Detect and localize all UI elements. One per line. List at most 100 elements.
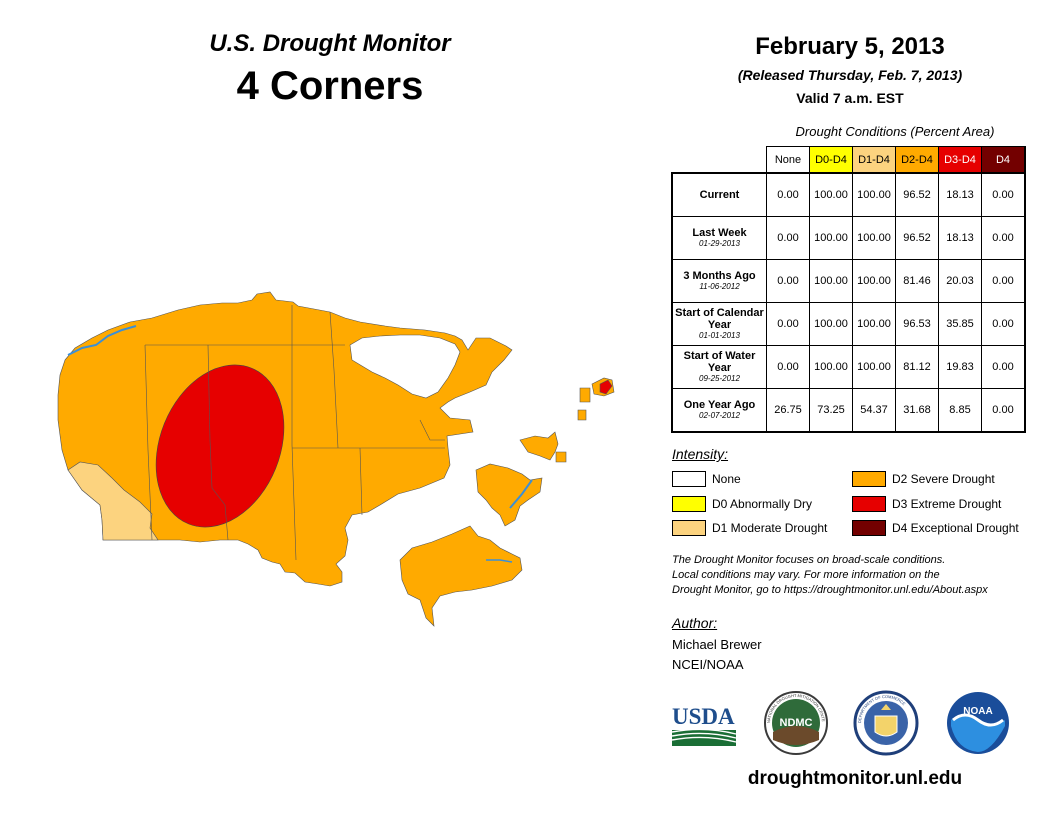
table-cell: 96.52	[895, 172, 939, 217]
col-header: D2-D4	[895, 146, 939, 174]
map-island-small-2	[577, 409, 587, 421]
table-cell: 31.68	[895, 388, 939, 433]
usda-logo-stripes	[671, 728, 737, 743]
seal-eagle	[881, 704, 891, 710]
table-cell: 54.37	[852, 388, 896, 433]
row-label: Start of Water Year 09-25-2012	[671, 345, 767, 389]
table-cell: 0.00	[766, 302, 810, 346]
map-island-small-3	[579, 387, 591, 403]
col-header: D4	[981, 146, 1026, 174]
seal-shield	[874, 715, 898, 737]
map-river-south	[486, 559, 513, 563]
boundary-lines	[144, 305, 445, 561]
table-cell: 0.00	[981, 388, 1026, 433]
col-header: D3-D4	[938, 146, 982, 174]
table-cell: 0.00	[766, 345, 810, 389]
table-cell: 100.00	[852, 345, 896, 389]
table-cell: 18.13	[938, 172, 982, 217]
table-cell: 18.13	[938, 216, 982, 260]
website-link[interactable]: droughtmonitor.unl.edu	[747, 768, 963, 789]
table-cell: 81.46	[895, 259, 939, 303]
legend-swatch	[672, 496, 706, 512]
table-cell: 100.00	[852, 216, 896, 260]
col-header: D1-D4	[852, 146, 896, 174]
legend-label: None	[712, 472, 741, 486]
legend-swatch	[852, 520, 886, 536]
legend-swatch	[852, 496, 886, 512]
usda-logo-text: USDA	[672, 704, 735, 729]
map-region-d3-ne	[599, 379, 613, 395]
legend-item: D4 Exceptional Drought	[852, 519, 1019, 537]
legend-label: D4 Exceptional Drought	[892, 521, 1019, 535]
valid-time: Valid 7 a.m. EST	[796, 90, 904, 106]
author-org: NCEI/NOAA	[672, 657, 744, 672]
table-cell: 0.00	[766, 172, 810, 217]
table-cell: 100.00	[809, 216, 853, 260]
table-cell: 0.00	[981, 259, 1026, 303]
row-label: Last Week 01-29-2013	[671, 216, 767, 260]
note-line: Local conditions may vary. For more info…	[672, 569, 940, 581]
release-date: (Released Thursday, Feb. 7, 2013)	[737, 67, 963, 83]
col-header: D0-D4	[809, 146, 853, 174]
legend-label: D2 Severe Drought	[892, 472, 995, 486]
noaa-logo: NOAA	[947, 692, 1009, 754]
row-date: 09-25-2012	[699, 374, 740, 383]
legend-label: D3 Extreme Drought	[892, 497, 1002, 511]
legend-item: None	[672, 470, 741, 488]
map-island-east-2	[519, 431, 559, 461]
table-cell: 19.83	[938, 345, 982, 389]
table-row: 3 Months Ago 11-06-2012 0.00 100.00 100.0…	[671, 259, 1026, 303]
legend-item: D2 Severe Drought	[852, 470, 995, 488]
author-title: Author:	[672, 615, 718, 631]
table-cell: 96.53	[895, 302, 939, 346]
table-cell: 35.85	[938, 302, 982, 346]
legend-item: D0 Abnormally Dry	[672, 495, 812, 513]
table-row: Last Week 01-29-2013 0.00 100.00 100.00 9…	[671, 216, 1026, 260]
ndmc-logo: NATIONAL DROUGHT MITIGATION CENTER NDMC	[763, 690, 828, 755]
table-cell: 96.52	[895, 216, 939, 260]
river-line	[67, 325, 137, 356]
table-cell: 73.25	[809, 388, 853, 433]
table-cell: 0.00	[766, 216, 810, 260]
table-row: Start of Calendar Year 01-01-2013 0.00 10…	[671, 302, 1026, 346]
map-date: February 5, 2013	[755, 33, 945, 60]
noaa-logo-text: NOAA	[963, 706, 992, 717]
disclaimer-note: The Drought Monitor focuses on broad-sca…	[672, 553, 1052, 598]
legend-swatch	[672, 471, 706, 487]
table-cell: 0.00	[981, 216, 1026, 260]
drought-stats-table: None D0-D4 D1-D4 D2-D4 D3-D4 D4 Current …	[671, 146, 1026, 433]
map-island-small-1	[555, 451, 567, 463]
table-cell: 100.00	[852, 302, 896, 346]
table-cell: 8.85	[938, 388, 982, 433]
commerce-seal-logo: DEPARTMENT OF COMMERCE	[853, 690, 919, 756]
table-cell: 0.00	[766, 259, 810, 303]
table-cell: 81.12	[895, 345, 939, 389]
map-island-east-1	[475, 463, 543, 527]
row-label: Current	[671, 172, 767, 217]
map-region-none	[349, 334, 461, 399]
usda-logo: USDA	[671, 704, 737, 746]
row-label: Start of Calendar Year 01-01-2013	[671, 302, 767, 346]
table-row: Start of Water Year 09-25-2012 0.00 100.0…	[671, 345, 1026, 389]
row-date: 11-06-2012	[699, 282, 740, 291]
noaa-logo-gull	[952, 713, 1004, 727]
col-header: None	[766, 146, 810, 174]
note-line: Drought Monitor, go to https://droughtmo…	[672, 584, 988, 596]
table-cell: 100.00	[809, 259, 853, 303]
row-label: 3 Months Ago 11-06-2012	[671, 259, 767, 303]
table-row: One Year Ago 02-07-2012 26.75 73.25 54.37…	[671, 388, 1026, 433]
map-island-south	[399, 525, 523, 627]
table-cell: 100.00	[809, 172, 853, 217]
legend-swatch	[852, 471, 886, 487]
ndmc-logo-text: NDMC	[780, 717, 813, 729]
row-date: 02-07-2012	[699, 411, 740, 420]
author-name: Michael Brewer	[672, 637, 762, 652]
ndmc-logo-ground	[773, 726, 819, 745]
row-date: 01-29-2013	[699, 239, 740, 248]
table-cell: 0.00	[981, 172, 1026, 217]
map-title: U.S. Drought Monitor	[209, 30, 451, 57]
table-corner	[672, 146, 767, 174]
legend-title: Intensity:	[672, 446, 729, 462]
drought-map	[57, 291, 615, 627]
legend-swatch	[672, 520, 706, 536]
